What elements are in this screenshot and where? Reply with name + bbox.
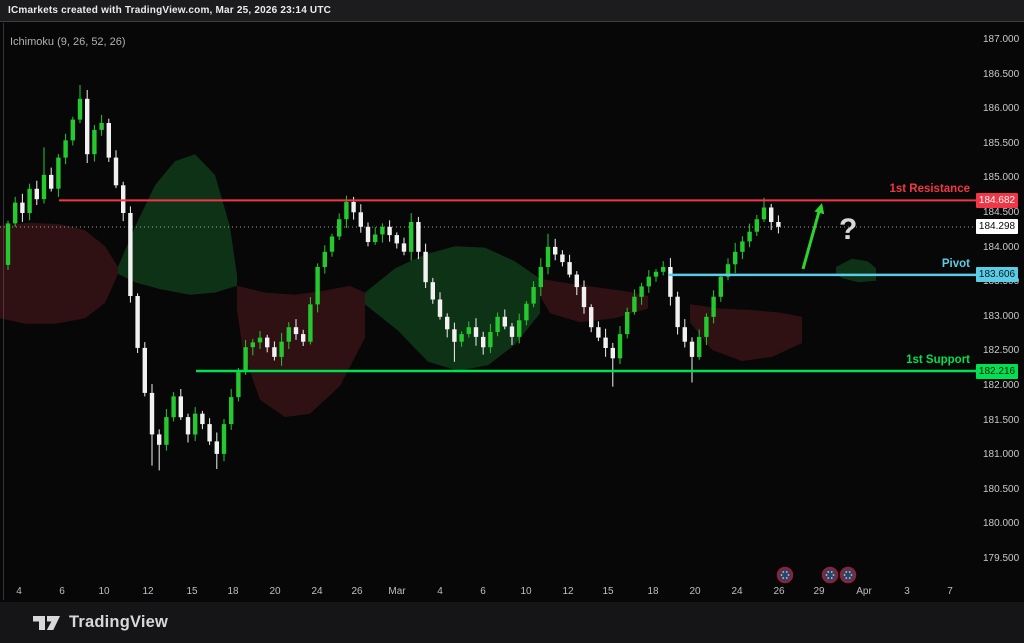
footer-bar: TradingView [0, 602, 1024, 643]
support-price-label: 182.216 [976, 364, 1018, 379]
resistance-line-label[interactable]: 1st Resistance [889, 183, 970, 195]
price-axis-label: 183.000 [983, 310, 1020, 322]
time-axis-label: 12 [562, 586, 574, 597]
price-axis-label: 181.500 [983, 414, 1020, 426]
price-axis-label: 184.000 [983, 241, 1020, 253]
price-axis-label: 185.500 [983, 137, 1020, 149]
price-axis-label: 180.000 [983, 518, 1020, 530]
time-axis-label: 4 [437, 586, 443, 597]
resistance-price-label: 184.682 [976, 193, 1018, 208]
chart-pane-border [3, 23, 4, 600]
time-axis-label: 10 [98, 586, 110, 597]
time-axis-label: 20 [689, 586, 701, 597]
time-axis-label: 6 [480, 586, 486, 597]
price-axis[interactable]: 187.000 186.500 186.000 185.500 185.000 184.5… [978, 22, 1024, 582]
time-axis-label: 12 [142, 586, 154, 597]
price-axis-label: 179.500 [983, 553, 1020, 564]
titlebar-text: ICmarkets created with TradingView.com, … [8, 5, 332, 16]
titlebar: ICmarkets created with TradingView.com, … [0, 0, 1024, 22]
last-price-label: 184.298 [976, 219, 1018, 234]
price-axis-label: 186.500 [983, 68, 1020, 80]
tradingview-brand-text[interactable]: TradingView [69, 613, 169, 631]
question-mark-annotation[interactable]: ? [839, 213, 858, 246]
time-axis-label: 29 [813, 586, 825, 597]
price-axis-label: 185.000 [983, 172, 1020, 184]
price-axis-label: 187.000 [983, 34, 1020, 45]
time-axis[interactable]: 4 6 10 12 15 18 20 24 26 Mar 4 6 10 12 15 18 20 24 26 29 Apr… [0, 582, 978, 602]
time-axis-label: 26 [773, 586, 785, 597]
price-axis-label: 182.500 [983, 345, 1020, 357]
time-axis-label: 3 [904, 586, 910, 597]
pivot-line-label[interactable]: Pivot [941, 258, 970, 270]
tradingview-logo-icon[interactable] [33, 615, 60, 630]
time-axis-label: 24 [311, 586, 323, 597]
time-axis-label: 15 [186, 586, 198, 597]
price-axis-label: 180.500 [983, 483, 1020, 495]
price-axis-label: 186.000 [983, 103, 1020, 115]
time-axis-label: 18 [647, 586, 659, 597]
time-axis-label: 10 [520, 586, 532, 597]
time-axis-label: 24 [731, 586, 743, 597]
pivot-price-label: 183.606 [976, 267, 1018, 282]
time-axis-label: 18 [227, 586, 239, 597]
time-axis-label: 6 [59, 586, 65, 597]
time-axis-label: Mar [388, 586, 406, 597]
price-axis-label: 182.000 [983, 380, 1020, 391]
support-line-label[interactable]: 1st Support [906, 354, 970, 366]
indicator-legend[interactable]: Ichimoku (9, 26, 52, 26) [10, 36, 126, 48]
time-axis-label: Apr [856, 586, 872, 597]
time-axis-label: 4 [16, 586, 22, 597]
time-axis-label: 7 [947, 586, 953, 597]
price-axis-label: 184.500 [983, 207, 1020, 218]
time-axis-label: 15 [602, 586, 614, 597]
time-axis-label: 26 [351, 586, 363, 597]
price-axis-label: 181.000 [983, 449, 1020, 461]
chart-plot-area[interactable] [4, 23, 978, 581]
time-axis-label: 20 [269, 586, 281, 597]
